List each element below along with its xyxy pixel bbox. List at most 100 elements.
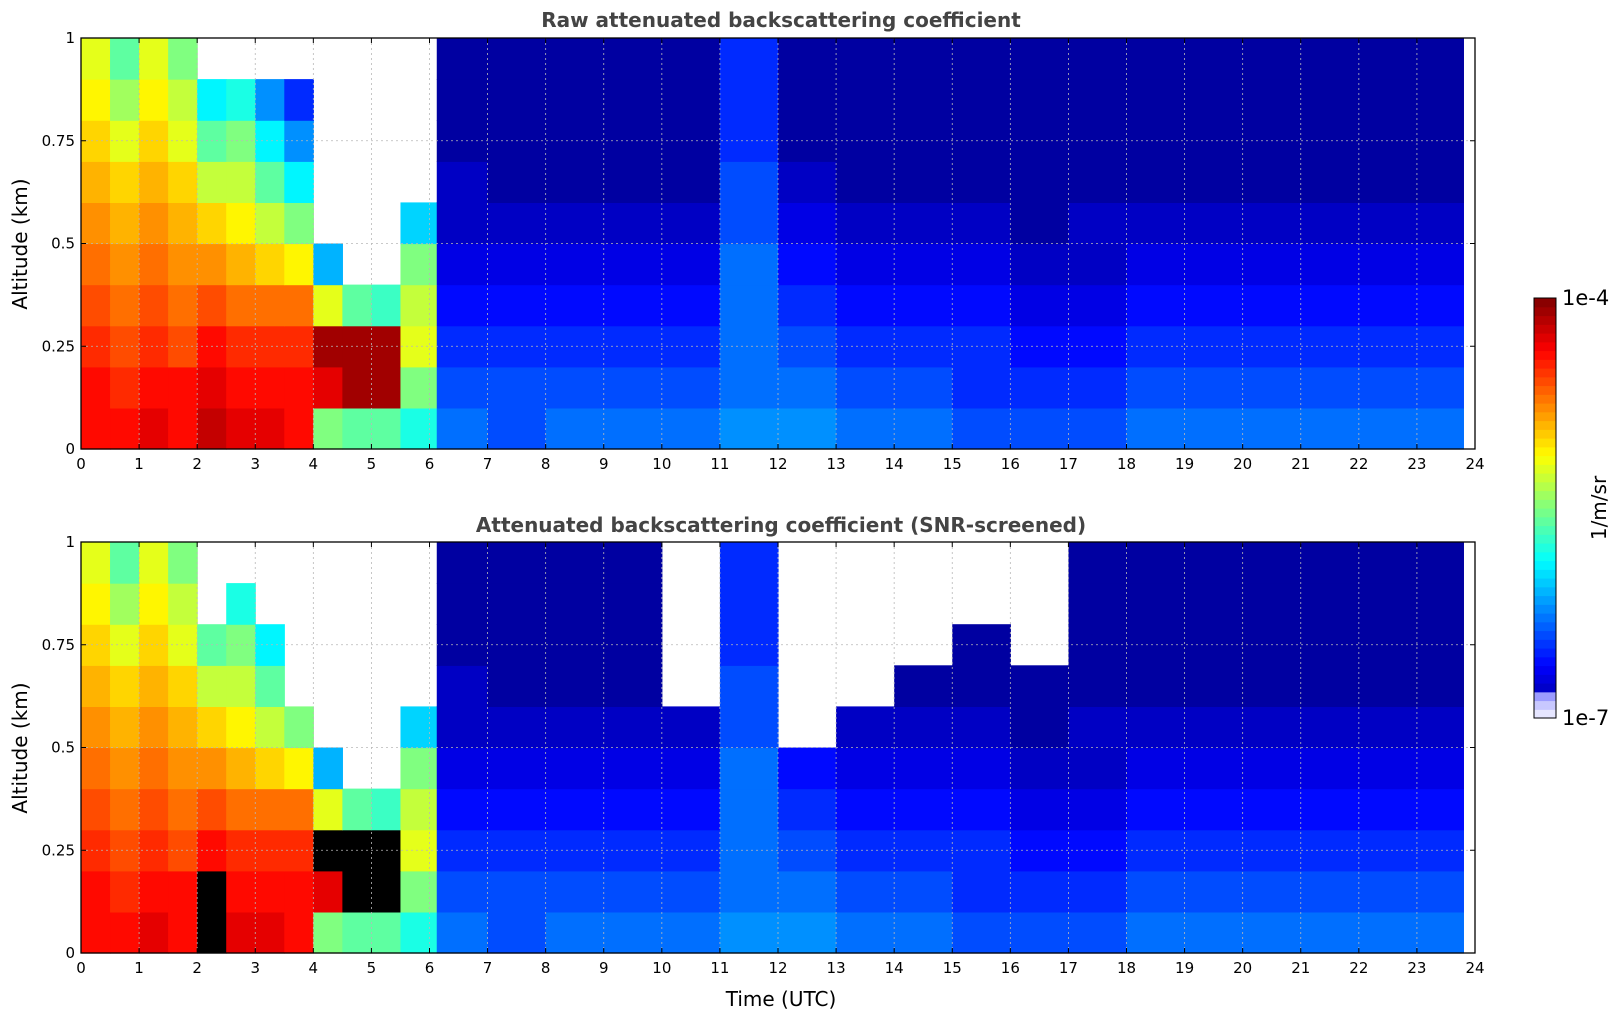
heatmap-cell <box>313 870 343 913</box>
heatmap-cell <box>894 665 953 707</box>
heatmap-cell <box>255 284 285 327</box>
heatmap-cell <box>342 284 373 327</box>
heatmap-cell <box>1184 407 1244 450</box>
heatmap-cell <box>487 79 547 121</box>
heatmap-cell <box>110 788 140 831</box>
heatmap-cell <box>110 79 140 121</box>
x-tick-label: 12 <box>768 455 787 473</box>
colorbar-band <box>1534 490 1556 500</box>
heatmap-cell <box>952 747 1011 790</box>
heatmap-cell <box>1126 583 1186 625</box>
heatmap-cell <box>1126 706 1186 749</box>
x-tick-label: 22 <box>1349 455 1368 473</box>
heatmap-cell <box>1184 911 1244 954</box>
heatmap-cell <box>81 38 111 80</box>
heatmap-cell <box>719 624 779 666</box>
colorbar-band <box>1534 368 1556 378</box>
x-tick-label: 7 <box>483 959 493 977</box>
heatmap-cell <box>139 747 169 790</box>
heatmap-cell <box>255 706 285 749</box>
x-tick-label: 24 <box>1465 959 1484 977</box>
heatmap-cell <box>255 407 285 450</box>
heatmap-cell <box>313 788 343 831</box>
heatmap-cell <box>952 788 1011 831</box>
x-tick-label: 1 <box>134 959 144 977</box>
heatmap-cell <box>487 788 547 831</box>
heatmap-cell <box>1010 366 1070 409</box>
heatmap-cell <box>1184 202 1244 245</box>
heatmap-cell <box>661 366 721 409</box>
y-tick-label: 0.5 <box>51 739 75 757</box>
heatmap-cell <box>603 788 663 831</box>
heatmap-cell <box>81 366 111 409</box>
heatmap-cell <box>487 38 547 80</box>
heatmap-cell <box>255 665 285 707</box>
heatmap-cell <box>1068 161 1128 203</box>
heatmap-cell <box>1184 829 1244 872</box>
heatmap-cell <box>255 325 285 368</box>
heatmap-cell <box>894 79 953 121</box>
colorbar-band <box>1534 674 1556 684</box>
heatmap-cell <box>1242 665 1302 707</box>
heatmap-cell <box>1068 583 1128 625</box>
heatmap-cell <box>168 542 198 584</box>
heatmap-cell <box>168 161 198 203</box>
heatmap-cell <box>255 243 285 286</box>
heatmap-cell <box>1010 202 1070 245</box>
heatmap-cell <box>603 79 663 121</box>
heatmap-cell <box>1068 243 1128 286</box>
heatmap-cell <box>719 706 779 749</box>
heatmap-cell <box>81 542 111 584</box>
heatmap-cell <box>836 829 895 872</box>
heatmap-cell <box>1416 706 1464 749</box>
heatmap-cell <box>952 366 1011 409</box>
heatmap-cell <box>1416 202 1464 245</box>
heatmap-cell <box>168 706 198 749</box>
colorbar-band <box>1534 508 1556 518</box>
x-tick-label: 15 <box>943 455 962 473</box>
heatmap-cell <box>81 79 111 121</box>
heatmap-cell <box>284 79 314 121</box>
heatmap-cell <box>139 583 169 625</box>
heatmap-cell <box>778 243 837 286</box>
heatmap-cell <box>1416 542 1464 584</box>
heatmap-cell <box>1358 366 1418 409</box>
heatmap-cell <box>1358 870 1418 913</box>
heatmap-cell <box>168 407 198 450</box>
heatmap-cell <box>487 366 547 409</box>
heatmap-cell <box>952 38 1011 80</box>
heatmap-cell <box>110 202 140 245</box>
heatmap-cell <box>1010 829 1070 872</box>
heatmap-cell <box>226 747 256 790</box>
heatmap-cell <box>226 202 256 245</box>
heatmap-cell <box>371 407 402 450</box>
heatmap-cell <box>1358 747 1418 790</box>
screened-panel-title: Attenuated backscattering coefficient (S… <box>476 513 1086 537</box>
colorbar-band <box>1534 359 1556 369</box>
heatmap-cell <box>487 202 547 245</box>
heatmap-cell <box>1126 911 1186 954</box>
heatmap-cell <box>719 202 779 245</box>
heatmap-cell <box>952 161 1011 203</box>
heatmap-cell <box>1416 243 1464 286</box>
heatmap-cell <box>436 407 489 450</box>
heatmap-cell <box>1068 202 1128 245</box>
heatmap-cell <box>836 911 895 954</box>
colorbar-band <box>1534 560 1556 570</box>
y-tick-label: 0.25 <box>42 841 75 859</box>
heatmap-cell <box>1242 161 1302 203</box>
heatmap-cell <box>1010 79 1070 121</box>
heatmap-cell <box>255 788 285 831</box>
heatmap-cell <box>226 665 256 707</box>
heatmap-cell <box>226 79 256 121</box>
heatmap-cell <box>139 542 169 584</box>
heatmap-cell <box>436 366 489 409</box>
raw-y-axis-label: Altitude (km) <box>8 178 32 309</box>
heatmap-cell <box>603 583 663 625</box>
heatmap-cell <box>197 161 227 203</box>
colorbar-band <box>1534 639 1556 649</box>
heatmap-cell <box>1184 788 1244 831</box>
colorbar-band <box>1534 516 1556 527</box>
heatmap-cell <box>1126 202 1186 245</box>
heatmap-cell <box>1010 325 1070 368</box>
